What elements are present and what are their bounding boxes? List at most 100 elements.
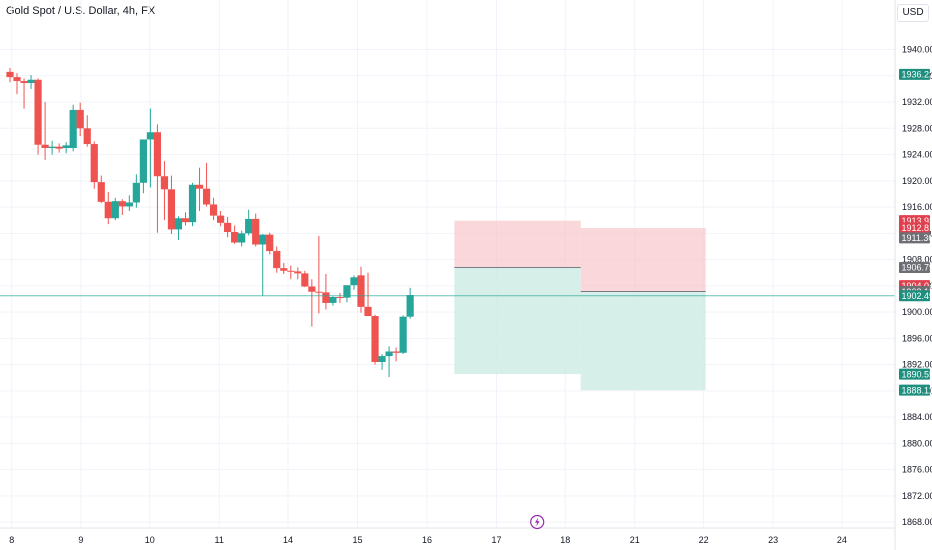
- candle-body: [238, 233, 246, 243]
- candle-body: [294, 271, 302, 274]
- price-tick-label: 1884.00: [902, 412, 932, 422]
- price-badge-label: 1913.93: [902, 216, 932, 226]
- time-tick-label: 10: [145, 535, 155, 545]
- candle-body: [202, 188, 211, 205]
- price-tick-label: 1932.00: [902, 97, 932, 107]
- candle-body: [406, 295, 414, 317]
- candle-body: [209, 204, 218, 216]
- price-tick-label: 1928.00: [902, 123, 932, 133]
- candle-body: [252, 218, 260, 245]
- price-tick-label: 1908.00: [902, 255, 932, 265]
- candle-body: [118, 201, 126, 207]
- time-tick-label: 15: [352, 535, 362, 545]
- candle-body: [181, 218, 190, 223]
- candle-body: [55, 146, 63, 149]
- candle-body: [245, 218, 253, 234]
- price-badge: [899, 384, 930, 396]
- price-tick-label: 1924.00: [902, 150, 932, 160]
- candle-body: [41, 144, 49, 148]
- candle-body: [301, 273, 309, 287]
- candle-body: [83, 128, 91, 145]
- candle-body: [329, 297, 337, 303]
- price-badge-label: 1912.81: [902, 223, 932, 233]
- candle-body: [399, 316, 407, 353]
- candle-body: [273, 251, 281, 269]
- candle-body: [167, 189, 176, 230]
- candle-body: [6, 71, 14, 78]
- price-badge-label: 1936.22: [902, 70, 932, 80]
- candle-body: [132, 182, 140, 203]
- candle-body: [364, 306, 372, 317]
- price-badge-label: 1906.79: [902, 263, 932, 273]
- currency-button[interactable]: USD: [897, 4, 929, 22]
- time-tick-label: 11: [215, 535, 224, 545]
- price-tick-label: 1892.00: [902, 360, 932, 370]
- candle-body: [104, 201, 112, 219]
- candle-body: [195, 184, 204, 189]
- price-tick-label: 1940.00: [902, 45, 932, 55]
- candle-body: [308, 286, 316, 292]
- price-badge: [899, 368, 930, 380]
- lightning-icon-glyph: [535, 517, 540, 527]
- price-tick-label: 1880.00: [902, 438, 932, 448]
- candle-body: [97, 182, 105, 202]
- price-tick-label: 1900.00: [902, 307, 932, 317]
- price-tick-label: 1872.00: [902, 491, 932, 501]
- candle-body: [371, 316, 379, 362]
- stop-zone: [580, 228, 706, 292]
- price-badge: [899, 262, 930, 274]
- candle-body: [378, 356, 386, 362]
- price-tick-label: 1876.00: [902, 465, 932, 475]
- candle-body: [62, 145, 70, 148]
- price-tick-label: 1896.00: [902, 333, 932, 343]
- position-zones: [454, 220, 706, 391]
- time-tick-label: 22: [699, 535, 709, 545]
- candle-body: [111, 201, 119, 219]
- candle-body: [392, 351, 400, 353]
- candle-body: [357, 275, 365, 307]
- price-tick-label: 1920.00: [902, 176, 932, 186]
- candle-body: [350, 277, 358, 286]
- time-tick-label: 21: [630, 535, 640, 545]
- candle-body: [90, 144, 98, 183]
- candle-body: [20, 81, 28, 84]
- event-marker: [530, 514, 545, 530]
- candle-body: [266, 234, 274, 252]
- candle-body: [231, 232, 239, 243]
- price-badge-label: 1890.55: [902, 369, 932, 379]
- candle-body: [385, 351, 393, 357]
- candle-body: [322, 292, 330, 303]
- candle-body: [343, 285, 351, 298]
- candle-body: [125, 202, 133, 207]
- grid: [0, 0, 895, 528]
- time-tick-label: 24: [837, 535, 847, 545]
- time-axis: 8 9 10 11 14 15 16 17 18 21 22 23 24: [0, 527, 895, 545]
- price-badge: [899, 290, 930, 302]
- price-badge: [899, 232, 930, 244]
- candle-body: [315, 291, 323, 293]
- candle-body: [280, 268, 288, 271]
- candle-body: [69, 109, 77, 148]
- price-axis: 1868.00 1872.00 1876.00 1880.00 1884.00 1888.…: [894, 0, 932, 550]
- time-tick-label: 16: [422, 535, 432, 545]
- time-tick-label: 23: [768, 535, 778, 545]
- candle-body: [76, 109, 84, 129]
- candle-body: [153, 132, 162, 177]
- time-tick-label: 17: [491, 535, 501, 545]
- candle-body: [224, 222, 232, 233]
- price-tick-label: 1868.00: [902, 517, 932, 527]
- candle-body: [174, 218, 183, 230]
- candle-body: [217, 215, 225, 223]
- candle-body: [146, 132, 154, 140]
- candles: [6, 67, 414, 378]
- candle-body: [48, 146, 56, 148]
- price-badge-label: 1902.49: [902, 291, 932, 301]
- price-badge-label: 1911.30: [902, 233, 932, 243]
- price-badge-label: 1888.11: [902, 385, 932, 395]
- candle-body: [287, 270, 295, 272]
- price-badge: [899, 68, 930, 80]
- time-tick-label: 14: [283, 535, 293, 545]
- candle-body: [336, 297, 344, 299]
